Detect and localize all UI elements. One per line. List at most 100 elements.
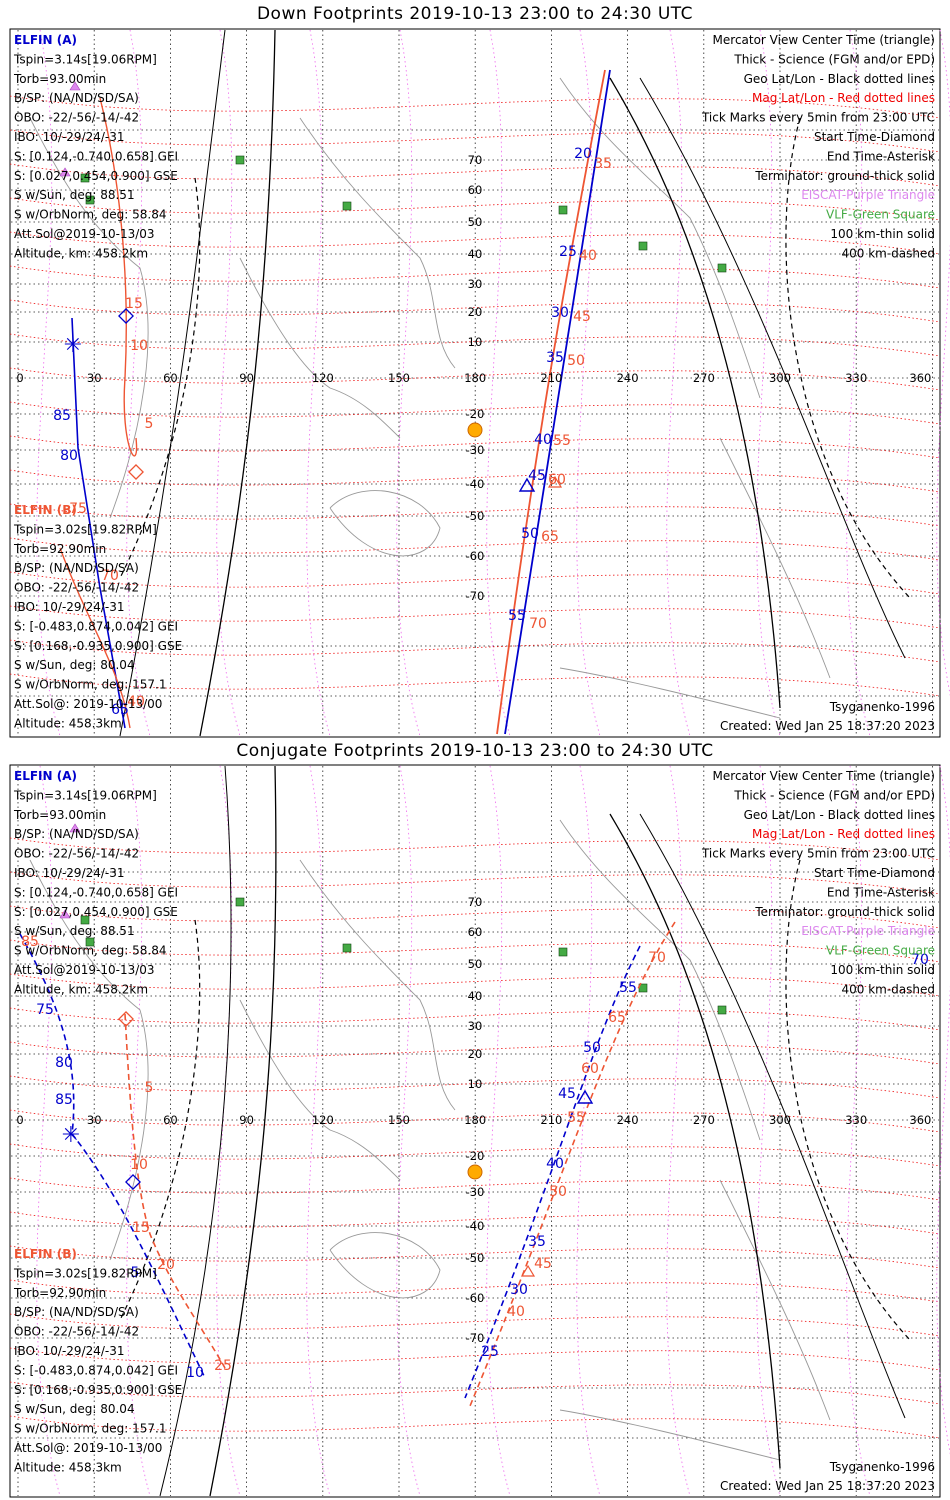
longitude-tick-label: 30 [87, 1113, 102, 1127]
vlf-station-icon [235, 155, 245, 165]
track-tick-label-b: 40 [507, 1304, 525, 1320]
mag-meridian [126, 29, 151, 737]
mag-meridian [486, 765, 511, 1497]
mag-meridian [756, 765, 781, 1497]
eiscat-triangle-icon [59, 909, 71, 919]
eiscat-triangle-icon [69, 823, 81, 833]
elfin-b-center-triangle-icon [547, 475, 563, 488]
elfin-b-info-line: Tspin=3.02s[19.82RPM] [13, 1266, 157, 1280]
elfin-b-track [496, 69, 606, 735]
legend-line: Mercator View Center Time (triangle) [713, 33, 935, 47]
latitude-tick-label: 60 [468, 925, 483, 939]
latitude-tick-label: 70 [468, 153, 483, 167]
legend-line: EISCAT-Purple Triangle [801, 924, 935, 938]
track-tick-label-b: 65 [608, 1010, 626, 1026]
track-tick-label-b: 10 [130, 1157, 148, 1173]
longitude-tick-label: 60 [163, 371, 178, 385]
longitude-tick-label: 180 [464, 371, 486, 385]
vlf-station-icon [558, 205, 568, 215]
vlf-station-icon [717, 263, 727, 273]
legend-line: Tick Marks every 5min from 23:00 UTC [701, 847, 935, 861]
coastline [299, 859, 456, 1111]
elfin-b-info-line: S: [0.168,-0.935,0.900] GSE [14, 1383, 182, 1397]
latitude-tick-label: -30 [466, 1185, 485, 1199]
latitude-tick-label: 20 [468, 305, 483, 319]
legend-line: VLF-Green Square [826, 208, 935, 222]
latitude-tick-label: -60 [466, 549, 485, 563]
elfin-a-info-line: IBO: 10/-29/24/-31 [14, 130, 125, 144]
terminator-100km [159, 765, 232, 1497]
elfin-b-header: ELFIN (B) [14, 503, 77, 517]
coastline [329, 490, 441, 557]
mag-meridian [216, 29, 241, 737]
elfin-b-start-diamond-icon [128, 464, 144, 480]
elfin-b-info-line: OBO: -22/-56/-14/-42 [14, 1325, 139, 1339]
longitude-tick-label: 270 [693, 1113, 715, 1127]
legend-line: Thick - Science (FGM and/or EPD) [733, 788, 935, 802]
mag-meridian [936, 29, 950, 696]
elfin-b-info-line: IBO: 10/-29/24/-31 [14, 600, 125, 614]
mag-meridian [846, 29, 871, 737]
mag-meridian [576, 765, 601, 1497]
elfin-a-info-line: B/SP: (NA/ND/SD/SA) [14, 827, 139, 841]
mag-meridian [486, 29, 511, 737]
elfin-b-info-line: Torb=92.90min [13, 1286, 106, 1300]
elfin-a-info-line: Att.Sol@2019-10-13/03 [14, 963, 155, 977]
track-tick-label-b: 45 [573, 309, 591, 325]
created-timestamp: Created: Wed Jan 25 18:37:20 2023 [720, 719, 935, 733]
vlf-station-icon [85, 195, 95, 205]
legend-line: Mag Lat/Lon - Red dotted lines [752, 91, 935, 105]
mag-meridian [36, 765, 61, 1497]
latitude-tick-label: 70 [468, 895, 483, 909]
track-tick-label-a: 30 [510, 1282, 528, 1298]
legend-line: Mercator View Center Time (triangle) [713, 769, 935, 783]
latitude-tick-label: -40 [466, 477, 485, 491]
terminator-100km-east [639, 77, 906, 659]
latitude-tick-label: 10 [468, 335, 483, 349]
elfin-b-header: ELFIN (B) [14, 1247, 77, 1261]
coastline [559, 667, 781, 719]
longitude-tick-label: 0 [16, 371, 23, 385]
track-tick-label-a: 45 [558, 1086, 576, 1102]
longitude-tick-label: 90 [239, 371, 254, 385]
track-tick-label-a: 10 [186, 1365, 204, 1381]
longitude-tick-label: 210 [540, 1113, 562, 1127]
elfin-b-info-line: S w/OrbNorm, deg: 157.1 [14, 1422, 166, 1436]
track-tick-label-b: 70 [529, 616, 547, 632]
terminator-ground [199, 29, 276, 737]
vlf-station-icon [342, 201, 352, 211]
track-tick-label-a: 50 [521, 526, 539, 542]
track-tick-label-a: 40 [534, 432, 552, 448]
longitude-tick-label: 240 [617, 1113, 639, 1127]
terminator-100km [119, 29, 226, 737]
track-tick-label-a: 35 [528, 1234, 546, 1250]
elfin-a-track-west [71, 317, 126, 729]
latitude-tick-label: -40 [466, 1219, 485, 1233]
track-tick-label-b: 40 [579, 248, 597, 264]
legend-line: Geo Lat/Lon - Black dotted lines [744, 808, 935, 822]
sun-icon [467, 422, 483, 438]
track-tick-label-b: 85 [21, 934, 39, 950]
track-tick-label-b: 60 [548, 472, 566, 488]
elfin-b-track-west [99, 97, 138, 457]
eiscat-triangle-icon [59, 167, 71, 177]
latitude-tick-label: -70 [466, 589, 485, 603]
longitude-tick-label: 120 [312, 1113, 334, 1127]
coastline [719, 437, 831, 679]
elfin-a-info-line: S w/OrbNorm, deg: 58.84 [14, 944, 166, 958]
track-tick-label-b: 15 [125, 296, 143, 312]
track-tick-label-b: 55 [553, 433, 571, 449]
coastline [559, 77, 761, 399]
track-tick-label-b: 15 [132, 1220, 150, 1236]
track-tick-label-b: 60 [581, 1061, 599, 1077]
track-tick-label-b: 40 [127, 694, 145, 710]
longitude-tick-label: 90 [239, 1113, 254, 1127]
longitude-tick-label: 0 [16, 1113, 23, 1127]
track-tick-label-b: 20 [157, 1257, 175, 1273]
legend-line: Tick Marks every 5min from 23:00 UTC [701, 111, 935, 125]
elfin-a-start-diamond-icon [118, 308, 134, 324]
elfin-a-info-line: OBO: -22/-56/-14/-42 [14, 847, 139, 861]
mag-meridian [666, 765, 691, 1497]
elfin-b-info-line: IBO: 10/-29/24/-31 [14, 1344, 125, 1358]
legend-line: End Time-Asterisk [827, 149, 935, 163]
